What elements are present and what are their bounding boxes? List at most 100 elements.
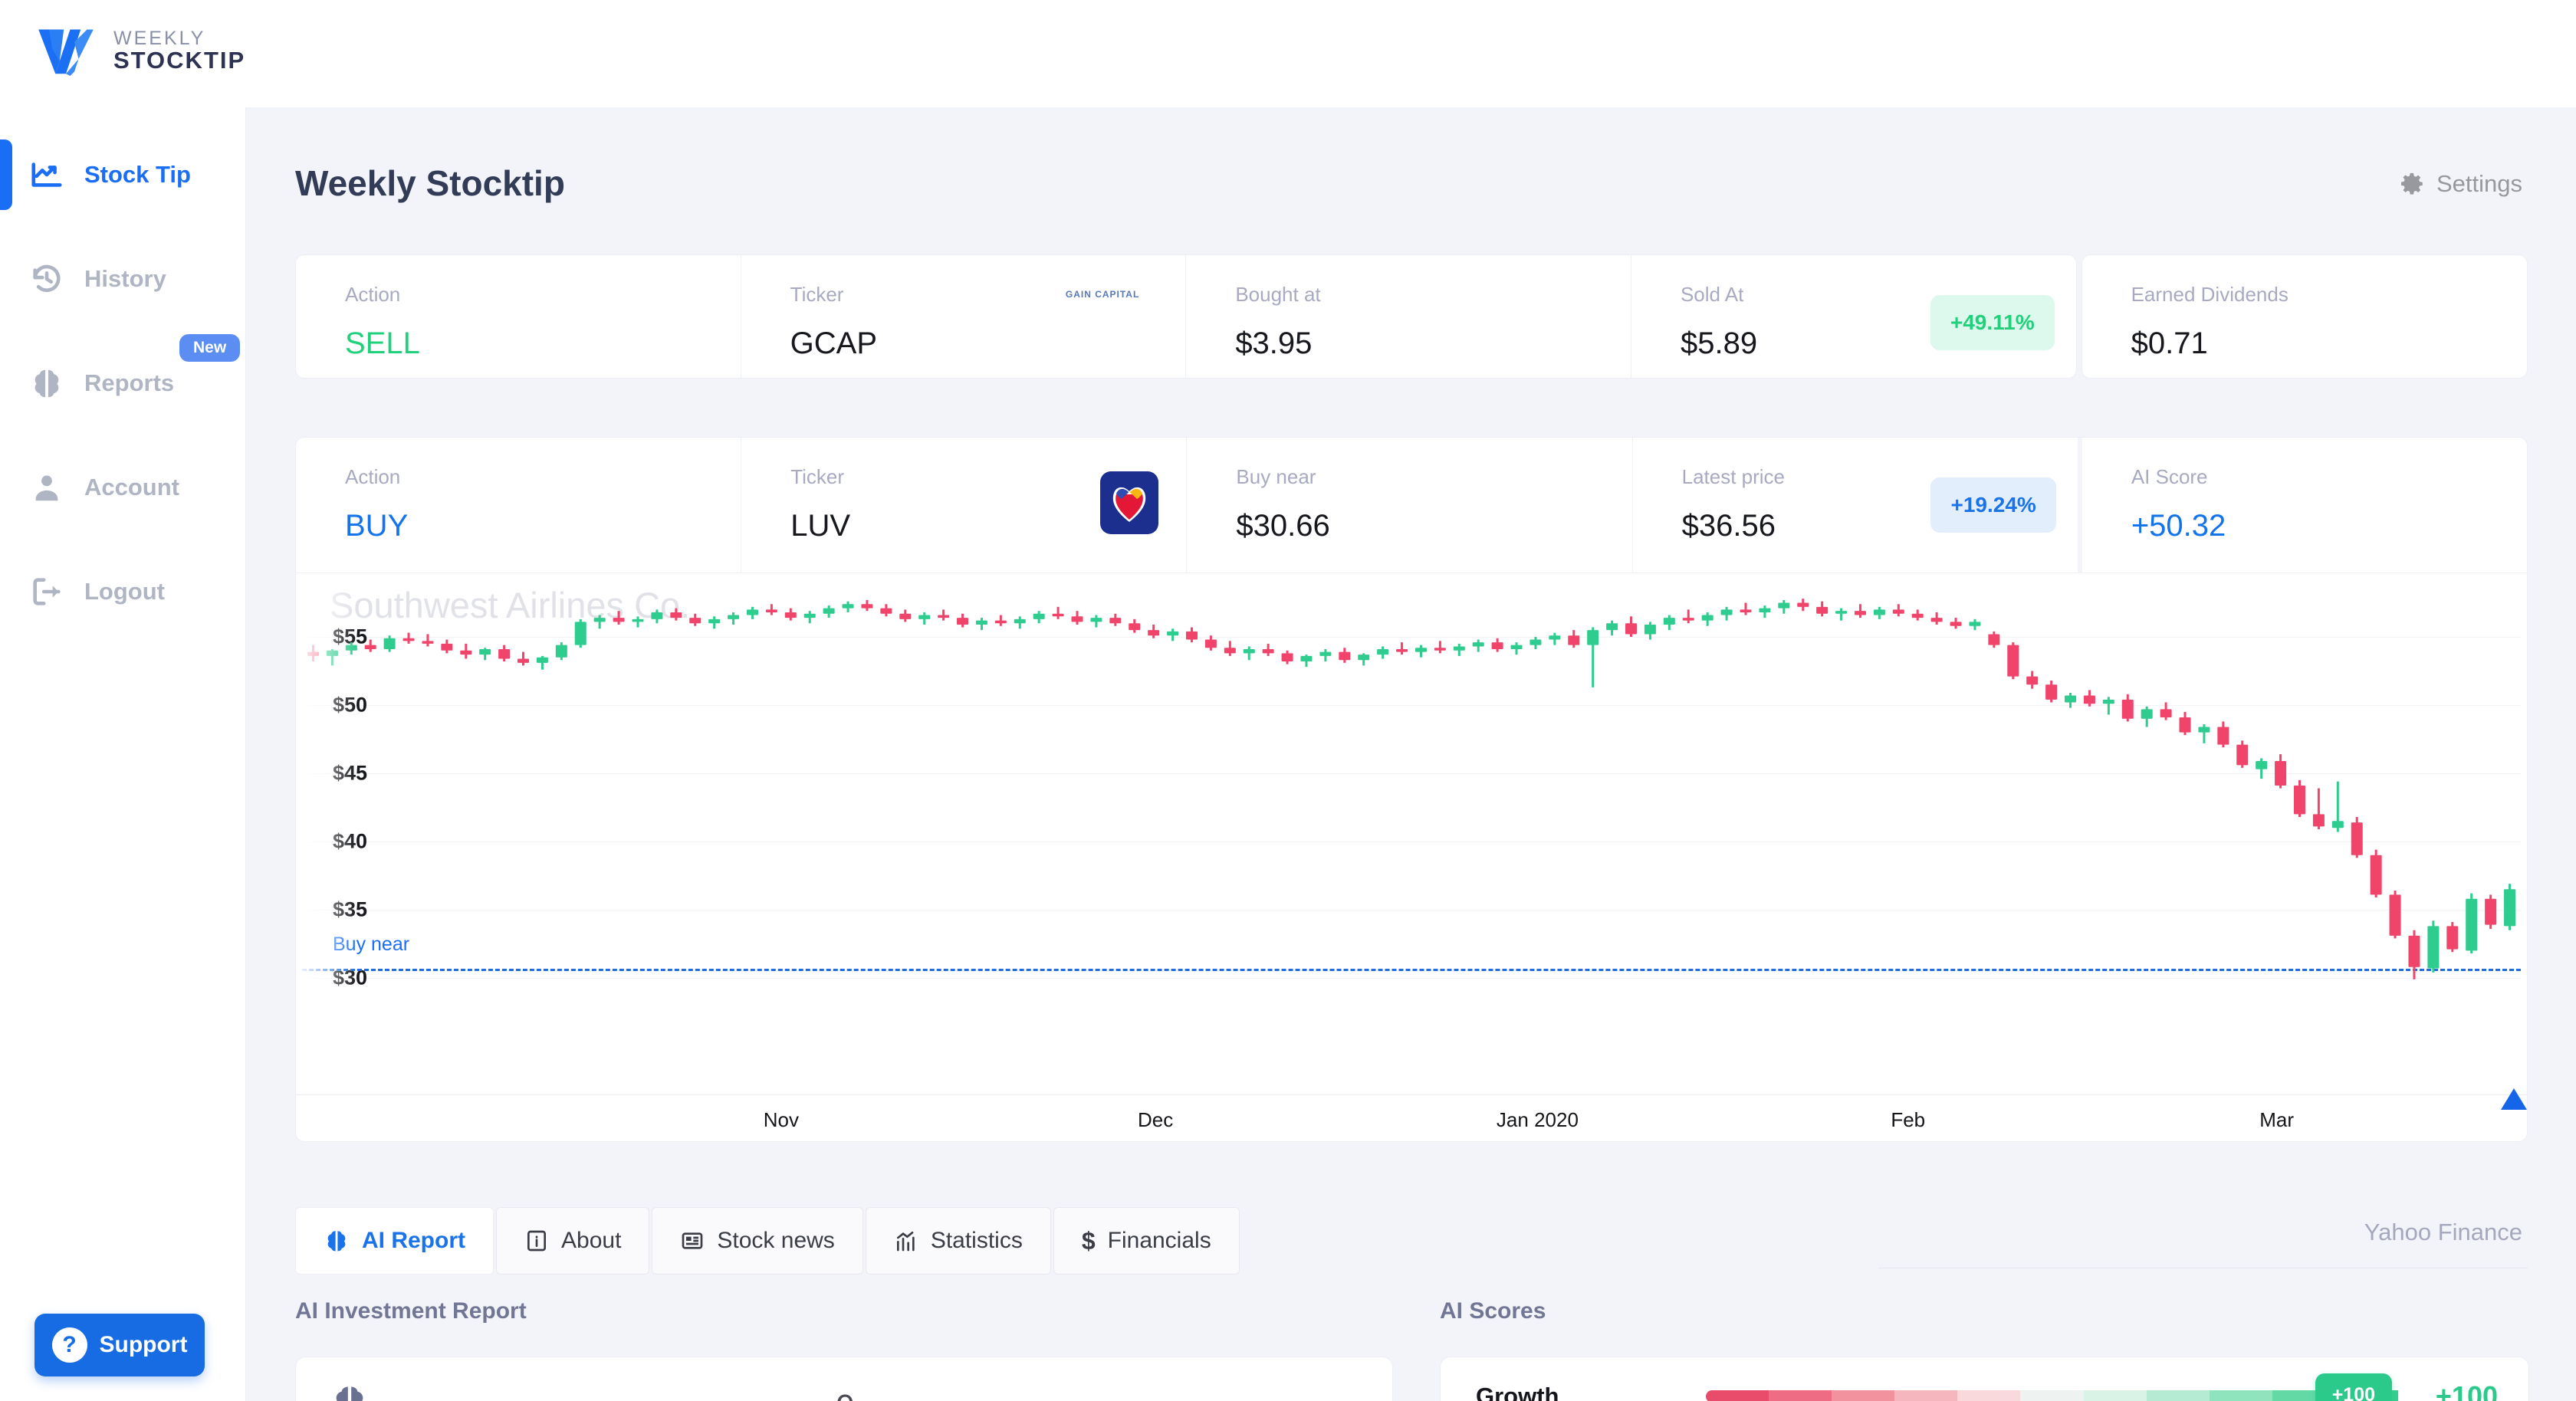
buy-position-chart-card: Action BUY Ticker LUV Buy near: [295, 437, 2528, 1142]
brain-icon: [324, 1228, 350, 1254]
tab-financials[interactable]: $ Financials: [1053, 1207, 1240, 1275]
tab-statistics[interactable]: Statistics: [865, 1207, 1051, 1275]
sold-at-value: $5.89: [1680, 326, 1758, 360]
sidebar-item-stock-tip[interactable]: Stock Tip: [0, 138, 245, 212]
sold-at-label: Sold At: [1680, 283, 1744, 306]
brand-line1: WEEKLY: [113, 27, 206, 49]
question-icon: ?: [51, 1327, 87, 1363]
buy-near-line: [302, 969, 2521, 972]
bought-at-label: Bought at: [1235, 283, 1321, 306]
latest-change-badge: +19.24%: [1930, 477, 2056, 533]
report-partial-text: 0: [836, 1388, 854, 1401]
dividends-card: Earned Dividends $0.71: [2081, 254, 2528, 379]
dividends-cell: Earned Dividends $0.71: [2082, 255, 2527, 361]
gridline: [302, 637, 2521, 638]
ticker-label: Ticker: [790, 283, 844, 306]
buy-near-cell: Buy near $30.66: [1186, 438, 1631, 573]
ai-score-value: +50.32: [2131, 509, 2226, 543]
x-axis-label: Mar: [2259, 1108, 2294, 1131]
southwest-logo: [1100, 471, 1159, 534]
support-label: Support: [99, 1332, 188, 1357]
ai-score-cell: AI Score +50.32: [2077, 438, 2527, 573]
score-bar-segment: [2083, 1390, 2147, 1401]
tab-stock-news[interactable]: Stock news: [652, 1207, 863, 1275]
action-cell: Action SELL: [296, 255, 741, 378]
ticker-label: Ticker: [790, 465, 845, 488]
brain-icon: [29, 366, 64, 401]
score-bar-segment: [1769, 1390, 1832, 1401]
action-cell: Action BUY: [296, 438, 741, 573]
tab-ai-report[interactable]: AI Report: [295, 1207, 494, 1275]
sidebar-item-label: History: [84, 265, 166, 292]
new-badge: New: [179, 334, 241, 362]
score-bar-segment: [1894, 1390, 1958, 1401]
brain-icon: [330, 1382, 370, 1401]
sold-at-cell: Sold At $5.89 +49.11%: [1630, 255, 2076, 378]
settings-label: Settings: [2436, 170, 2522, 197]
sidebar-item-label: Stock Tip: [84, 161, 191, 188]
gridline: [302, 705, 2521, 706]
x-axis-line: [296, 1094, 2527, 1095]
gear-icon: [2400, 171, 2426, 197]
tab-label: Statistics: [930, 1228, 1023, 1253]
score-bar-segment: [1832, 1390, 1895, 1401]
score-bar-segment: [2209, 1390, 2272, 1401]
brand-logo[interactable]: WEEKLY STOCKTIP: [32, 17, 245, 84]
score-bar-segment: [1706, 1390, 1769, 1401]
score-bar-segment: [1957, 1390, 2021, 1401]
latest-price-cell: Latest price $36.56 +19.24%: [1631, 438, 2078, 573]
latest-marker-icon[interactable]: [2501, 1088, 2527, 1110]
ticker-cell: Ticker GCAP GAIN CAPITAL: [740, 255, 1186, 378]
w-logo-icon: [32, 17, 100, 84]
sidebar-item-label: Account: [84, 474, 179, 500]
bought-at-cell: Bought at $3.95: [1185, 255, 1631, 378]
chart-watermark: Southwest Airlines Co.: [330, 585, 691, 625]
data-source: Yahoo Finance: [2364, 1219, 2522, 1245]
dividends-value: $0.71: [2131, 326, 2208, 360]
report-card: 0: [295, 1357, 1393, 1401]
x-axis-label: Dec: [1138, 1108, 1174, 1131]
chart-line-icon: [29, 157, 64, 192]
tab-label: Financials: [1107, 1228, 1211, 1253]
sidebar-item-history[interactable]: History: [29, 242, 245, 316]
brand-line2: STOCKTIP: [113, 46, 246, 74]
latest-price-label: Latest price: [1681, 465, 1786, 488]
buy-near-label: Buy near: [1236, 465, 1316, 488]
action-label: Action: [345, 465, 401, 488]
action-label: Action: [345, 283, 401, 306]
stats-icon: [894, 1229, 918, 1253]
active-indicator: [0, 139, 12, 210]
gridline: [302, 978, 2521, 979]
support-button[interactable]: ? Support: [34, 1314, 205, 1376]
tab-bar: AI Report About Stock news: [295, 1207, 1240, 1275]
buy-near-value: $30.66: [1236, 509, 1330, 543]
ticker-value: LUV: [790, 509, 851, 543]
score-bar-segment: [2020, 1390, 2084, 1401]
scores-heading: AI Scores: [1440, 1298, 1546, 1324]
tab-label: AI Report: [362, 1228, 465, 1253]
ticker-value: GCAP: [790, 326, 878, 360]
page-title: Weekly Stocktip: [295, 163, 565, 203]
candlestick-chart[interactable]: Southwest Airlines Co. $55$50$45$40$35$3…: [296, 573, 2527, 1142]
info-icon: [524, 1229, 549, 1253]
sidebar-item-account[interactable]: Account: [29, 451, 245, 524]
sidebar-item-logout[interactable]: Logout: [29, 555, 245, 628]
score-value: +100: [2435, 1380, 2498, 1401]
score-label: Growth: [1476, 1383, 1559, 1401]
news-icon: [680, 1229, 705, 1253]
ticker-cell: Ticker LUV: [741, 438, 1186, 573]
sidebar: Stock Tip History Reports New: [0, 107, 246, 1401]
history-icon: [29, 261, 64, 297]
action-value: BUY: [345, 509, 409, 543]
chart-left-fade: [296, 573, 357, 1033]
action-value: SELL: [345, 326, 420, 360]
sidebar-item-reports[interactable]: Reports New: [29, 334, 245, 420]
top-bar: WEEKLY STOCKTIP: [0, 0, 2576, 107]
user-icon: [29, 470, 64, 505]
settings-button[interactable]: Settings: [2400, 170, 2522, 198]
x-axis-label: Feb: [1891, 1108, 1926, 1131]
tab-about[interactable]: About: [496, 1207, 650, 1275]
report-heading: AI Investment Report: [295, 1298, 527, 1324]
sold-position-card: Action SELL Ticker GCAP GAIN CAPITAL Bou…: [295, 254, 2077, 379]
